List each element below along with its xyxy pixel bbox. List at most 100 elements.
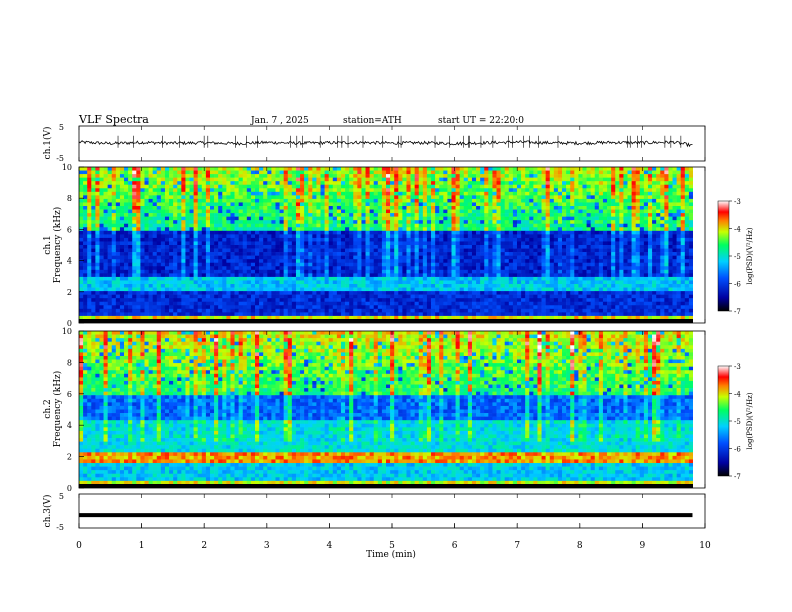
spectrogram-cell xyxy=(602,245,608,249)
spectrogram-cell xyxy=(418,216,424,221)
spectrogram-cell xyxy=(643,213,649,217)
spectrogram-cell xyxy=(488,206,493,210)
spectrogram-cell xyxy=(279,223,284,228)
spectrogram-cell xyxy=(361,245,366,249)
spectrogram-cell xyxy=(533,273,538,278)
spectrogram-cell xyxy=(566,181,571,186)
spectrogram-cell xyxy=(635,266,641,271)
spectrogram-cell xyxy=(545,234,551,239)
spectrogram-cell xyxy=(275,170,280,175)
spectrogram-cell xyxy=(676,248,682,253)
spectrogram-cell xyxy=(541,237,546,242)
spectrogram-cell xyxy=(447,276,452,281)
spectrogram-cell xyxy=(660,209,665,214)
spectrogram-cell xyxy=(259,167,264,171)
spectrogram-cell xyxy=(467,209,473,214)
spectrogram-cell xyxy=(189,252,194,256)
spectrogram-cell xyxy=(250,177,256,182)
spectrogram-cell xyxy=(414,181,420,186)
spectrogram-cell xyxy=(242,227,248,232)
spectrogram-cell xyxy=(381,206,387,210)
spectrogram-cell xyxy=(218,223,223,228)
spectrogram-cell xyxy=(336,181,342,186)
spectrogram-cell xyxy=(439,216,444,221)
spectrogram-cell xyxy=(99,184,104,189)
spectrogram-cell xyxy=(660,241,665,246)
spectrogram-cell xyxy=(553,241,559,246)
spectrogram-cell xyxy=(214,266,219,271)
spectrogram-cell xyxy=(504,220,510,225)
spectrogram-cell xyxy=(95,227,100,232)
spectrogram-cell xyxy=(394,276,399,281)
spectrogram-cell xyxy=(136,167,141,171)
spectrogram-cell xyxy=(500,280,505,285)
spectrogram-cell xyxy=(332,280,338,285)
spectrogram-cell xyxy=(627,223,632,228)
spectrogram-cell xyxy=(508,259,514,264)
spectrogram-cell xyxy=(242,230,248,235)
spectrogram-cell xyxy=(672,269,677,274)
spectrogram-cell xyxy=(431,181,436,186)
spectrogram-cell xyxy=(205,241,211,246)
spectrogram-cell xyxy=(451,237,456,242)
spectrogram-cell xyxy=(594,234,600,239)
spectrogram-cell xyxy=(529,262,534,267)
spectrogram-cell xyxy=(557,223,563,228)
spectrogram-cell xyxy=(508,223,514,228)
spectrogram-cell xyxy=(684,255,690,260)
spectrogram-cell xyxy=(324,195,329,200)
spectrogram-cell xyxy=(300,177,305,182)
spectrogram-cell xyxy=(132,252,137,256)
spectrogram-cell xyxy=(271,195,276,200)
spectrogram-cell xyxy=(332,273,338,278)
spectrogram-cell xyxy=(107,170,113,175)
spectrogram-cell xyxy=(324,276,329,281)
spectrogram-cell xyxy=(414,198,420,203)
spectrogram-cell xyxy=(451,234,456,239)
spectrogram-cell xyxy=(439,266,444,271)
spectrogram-cell xyxy=(259,209,264,214)
spectrogram-cell xyxy=(267,206,272,210)
spectrogram-cell xyxy=(684,174,690,178)
spectrogram-cell xyxy=(197,174,203,178)
spectrogram-cell xyxy=(398,227,403,232)
spectrogram-cell xyxy=(390,209,395,214)
spectrogram-cell xyxy=(291,273,297,278)
spectrogram-cell xyxy=(664,241,669,246)
spectrogram-cell xyxy=(455,259,460,264)
spectrogram-cell xyxy=(222,269,227,274)
spectrogram-cell xyxy=(91,234,96,239)
spectrogram-cell xyxy=(549,234,555,239)
spectrogram-cell xyxy=(119,227,125,232)
spectrogram-cell xyxy=(443,184,448,189)
spectrogram-cell xyxy=(353,206,358,210)
spectrogram-cell xyxy=(295,174,301,178)
spectrogram-cell xyxy=(148,170,153,175)
spectrogram-cell xyxy=(607,248,612,253)
spectrogram-cell xyxy=(570,188,575,193)
spectrogram-cell xyxy=(418,188,424,193)
spectrogram-cell xyxy=(525,227,530,232)
spectrogram-cell xyxy=(471,202,477,207)
spectrogram-cell xyxy=(267,220,272,225)
spectrogram-cell xyxy=(455,195,460,200)
spectrogram-cell xyxy=(418,177,424,182)
spectrogram-cell xyxy=(496,223,501,228)
spectrogram-cell xyxy=(480,181,485,186)
spectrogram-cell xyxy=(647,198,653,203)
spectrogram-cell xyxy=(349,259,354,264)
spectrogram-cell xyxy=(549,170,555,175)
spectrogram-cell xyxy=(230,206,235,210)
spectrogram-cell xyxy=(533,255,538,260)
spectrogram-cell xyxy=(467,198,473,203)
spectrogram-cell xyxy=(647,262,653,267)
spectrogram-cell xyxy=(562,198,567,203)
spectrogram-cell xyxy=(488,237,493,242)
spectrogram-cell xyxy=(345,198,350,203)
spectrogram-cell xyxy=(496,280,501,285)
spectrogram-cell xyxy=(177,266,182,271)
spectrogram-cell xyxy=(222,191,227,196)
spectrogram-cell xyxy=(635,273,641,278)
spectrogram-cell xyxy=(492,167,497,171)
spectrogram-cell xyxy=(255,237,260,242)
